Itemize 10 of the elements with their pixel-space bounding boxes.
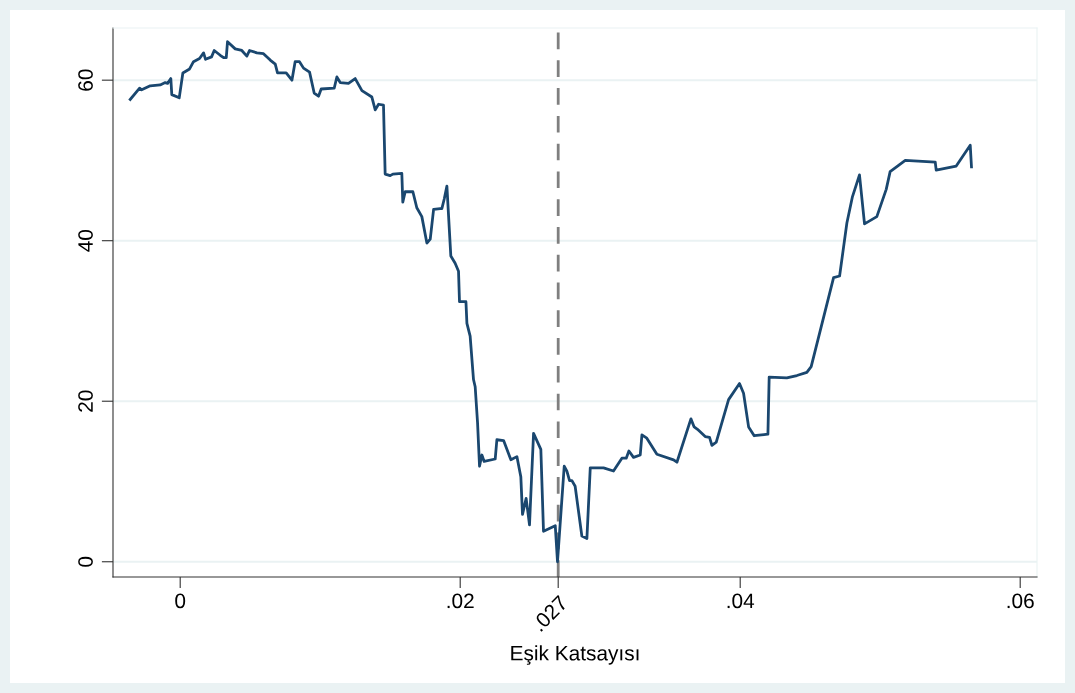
y-tick-label: 40 xyxy=(78,229,93,252)
x-tick-label: .02 xyxy=(447,593,474,609)
y-tick-label: 20 xyxy=(78,390,93,412)
x-tick-label: 0 xyxy=(175,593,186,609)
y-tick-label: 0 xyxy=(78,556,93,567)
y-tick-label: 60 xyxy=(78,69,93,91)
x-tick-label: .06 xyxy=(1007,593,1034,609)
line-series xyxy=(128,40,973,564)
x-tick-label: .04 xyxy=(727,593,755,609)
x-axis-title: Eşik Katsayısı xyxy=(511,645,639,665)
